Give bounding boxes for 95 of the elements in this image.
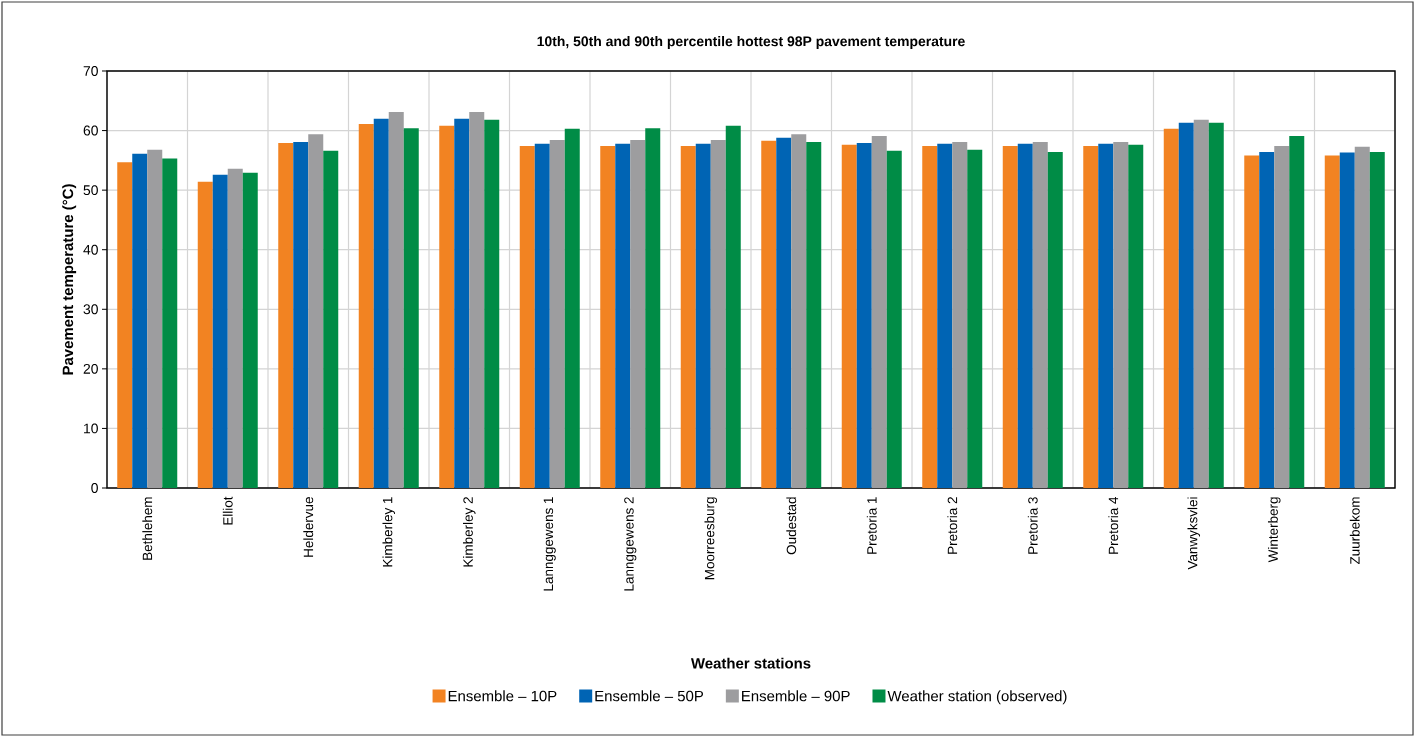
bar xyxy=(1128,144,1144,488)
bar xyxy=(388,112,404,488)
x-tick-label: Pretoria 1 xyxy=(866,497,877,554)
y-tick-label: 30 xyxy=(83,304,98,315)
bar xyxy=(278,143,294,488)
bar xyxy=(645,128,661,488)
bar xyxy=(1354,146,1370,488)
bar xyxy=(806,141,822,488)
bar xyxy=(710,140,726,488)
bar xyxy=(1163,128,1179,488)
bar xyxy=(564,128,580,488)
bar xyxy=(1244,155,1260,488)
y-tick-label: 50 xyxy=(83,185,98,196)
bar xyxy=(484,119,500,488)
bar xyxy=(615,143,631,488)
bar xyxy=(791,134,807,488)
bar xyxy=(534,143,550,488)
bar xyxy=(1259,152,1275,488)
bar xyxy=(871,135,887,488)
bar xyxy=(162,158,178,488)
x-tick-label: Pretoria 2 xyxy=(947,497,958,554)
x-tick-label: Kimberley 1 xyxy=(382,497,396,567)
bar xyxy=(776,137,792,488)
bar xyxy=(1289,135,1305,488)
bar xyxy=(1032,141,1048,488)
x-tick-label: Lannggewens 2 xyxy=(624,497,637,591)
bar xyxy=(600,146,616,488)
bar xyxy=(293,141,309,488)
legend-label: Ensemble – 50P xyxy=(595,690,704,702)
bar xyxy=(1324,155,1340,488)
x-tick-label: Winterberg xyxy=(1267,497,1281,563)
bar xyxy=(358,124,374,488)
bar xyxy=(1083,146,1099,488)
bar xyxy=(197,181,213,488)
bar xyxy=(680,146,696,488)
bar xyxy=(1369,152,1385,488)
x-tick-label: Vanwyksvlei xyxy=(1187,497,1201,570)
bar xyxy=(695,143,711,488)
x-tick-label: Bethlehem xyxy=(142,497,153,560)
legend-label: Weather station (observed) xyxy=(887,690,1067,705)
bar xyxy=(147,149,163,488)
y-tick-label: 70 xyxy=(83,66,98,76)
bar xyxy=(469,112,485,488)
x-tick-label: Zuurbekom xyxy=(1349,497,1360,565)
x-tick-label: Pretoria 3 xyxy=(1027,497,1038,554)
bar xyxy=(1017,143,1033,488)
bar xyxy=(967,149,983,488)
bar xyxy=(1339,152,1355,488)
bar xyxy=(373,118,389,488)
bar xyxy=(1098,143,1114,488)
bar xyxy=(227,168,243,488)
bar xyxy=(403,128,419,488)
bar xyxy=(922,146,938,488)
bar xyxy=(761,140,777,488)
y-tick-label: 40 xyxy=(83,244,98,255)
bar xyxy=(439,125,455,488)
bar xyxy=(937,143,953,488)
x-tick-label: Kimberley 2 xyxy=(462,497,476,567)
bar xyxy=(132,153,148,488)
bar xyxy=(549,140,565,488)
bar xyxy=(1113,141,1129,488)
y-axis-title: Pavement temperature (°C) xyxy=(62,184,77,375)
y-tick-label: 20 xyxy=(83,363,98,374)
bar xyxy=(1208,122,1224,488)
x-tick-label: Moorreesburg xyxy=(704,497,718,580)
bar xyxy=(1178,122,1194,488)
bar xyxy=(856,143,872,488)
y-tick-label: 0 xyxy=(91,483,98,493)
bar xyxy=(841,144,857,488)
bar xyxy=(519,146,535,488)
bar xyxy=(1002,146,1018,488)
y-tick-label: 10 xyxy=(84,423,98,434)
bar xyxy=(952,141,968,488)
bar xyxy=(212,174,228,488)
bar xyxy=(308,134,324,488)
bar xyxy=(454,118,470,488)
x-tick-label: Pretoria 4 xyxy=(1108,496,1119,554)
legend-label: Ensemble – 10P xyxy=(448,690,557,702)
y-tick-label: 60 xyxy=(83,125,98,136)
bar xyxy=(117,162,133,488)
chart-title: 10th, 50th and 90th percentile hottest 98P pavement temperature xyxy=(537,35,965,49)
bar xyxy=(1193,119,1209,488)
bar xyxy=(725,125,741,488)
bar xyxy=(1047,152,1063,488)
bar xyxy=(630,140,646,488)
bar xyxy=(1274,146,1290,488)
x-tick-label: Lannggewens 1 xyxy=(543,497,556,591)
x-tick-label: Heldervue xyxy=(303,497,314,557)
bar xyxy=(886,150,902,488)
x-tick-label: Elliot xyxy=(222,496,233,525)
x-tick-label: Oudestad xyxy=(786,497,797,555)
legend-label: Ensemble – 90P xyxy=(742,690,850,702)
bar xyxy=(242,172,258,488)
x-axis-title: Weather stations xyxy=(690,657,811,669)
bar xyxy=(323,150,339,488)
